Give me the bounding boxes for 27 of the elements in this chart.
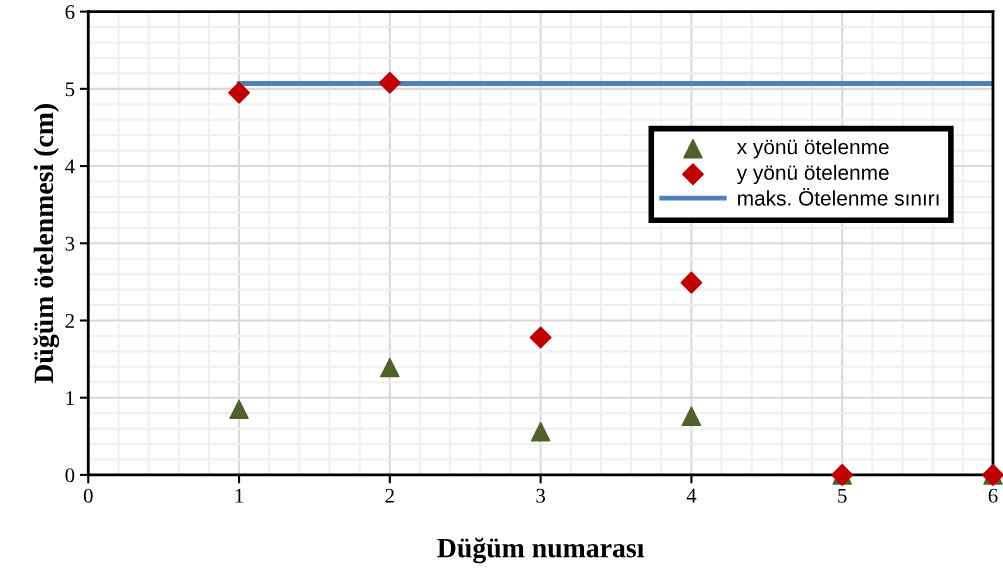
y-axis-title: Düğüm ötelenmesi (cm)	[33, 104, 60, 384]
point	[378, 71, 401, 94]
x-axis-title: Düğüm numarası	[437, 537, 645, 564]
x-tick-label: 1	[235, 488, 244, 503]
point	[229, 399, 249, 420]
point	[228, 81, 251, 104]
point	[529, 326, 552, 349]
legend-label: y yönü ötelenme	[736, 164, 889, 185]
x-tick-label: 5	[838, 488, 847, 503]
x-tick-label: 0	[83, 488, 93, 503]
y-tick-label: 4	[65, 159, 75, 174]
legend-label: maks. Ötelenme sınırı	[738, 188, 939, 206]
point	[380, 357, 400, 378]
y-tick-label: 3	[65, 236, 75, 251]
x-tick-label: 2	[385, 488, 394, 503]
x-tick-label: 6	[988, 488, 998, 503]
point	[680, 271, 703, 294]
y-tick-label: 5	[65, 82, 75, 97]
point	[530, 421, 551, 442]
y-tick-label: 0	[65, 468, 75, 483]
legend-label: x yönü ötelenme	[736, 139, 889, 159]
x-tick-label: 3	[536, 488, 546, 503]
y-tick-label: 6	[65, 5, 75, 20]
x-tick-label: 4	[686, 488, 697, 503]
y-tick-label: 2	[65, 313, 74, 328]
y-tick-label: 1	[66, 391, 74, 405]
point	[681, 406, 702, 426]
